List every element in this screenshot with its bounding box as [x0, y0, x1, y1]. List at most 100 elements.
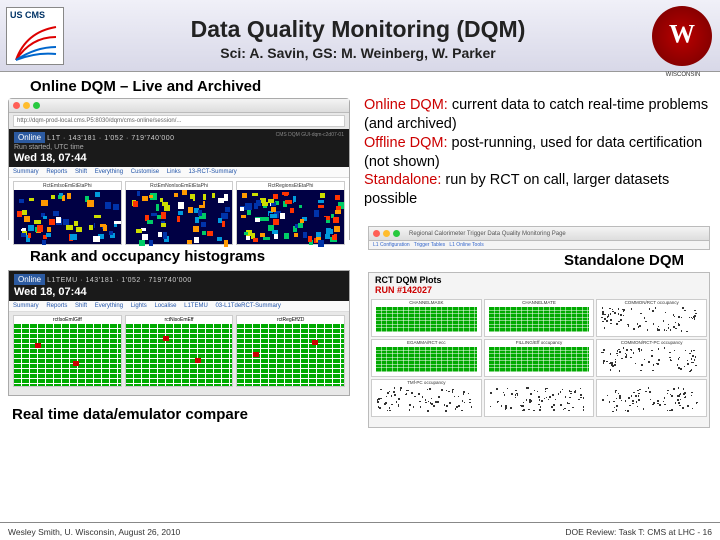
tab: 03-L1TdeRCT-Summary	[215, 303, 280, 309]
sa-cell: COMMON/RCT-PC occupancy	[596, 339, 707, 377]
tab: Summary	[13, 303, 39, 309]
wisconsin-logo: WISCONSIN	[652, 6, 712, 66]
dqm-tabs: Summary Reports Shift Everything Customi…	[9, 167, 349, 178]
slide-content: Online DQM – Live and Archived http://dq…	[0, 72, 720, 512]
dqm-run: 143'181	[68, 135, 96, 142]
label-rank-occupancy: Rank and occupancy histograms	[30, 248, 265, 265]
grid-title: rctRegEffZD	[237, 316, 344, 324]
tab: Lights	[131, 303, 147, 309]
traffic-light-green	[393, 230, 400, 237]
dqm-lumi: 1'052	[104, 135, 123, 142]
green-grid-row: rctIsoEmIGiff rctNisoEmEff rctRegEffZD	[9, 312, 349, 390]
slide-title: Data Quality Monitoring (DQM)	[64, 16, 652, 43]
standalone-title: RCT DQM Plots	[375, 275, 442, 285]
sa-cell: COMMON/RCT occupancy	[596, 299, 707, 337]
dqm-tabs-2: Summary Reports Shift Everything Lights …	[9, 301, 349, 312]
tab: Shift	[75, 303, 87, 309]
dqm-caption: CMS DQM GUI-dqm-c2d07-01	[276, 132, 344, 164]
footer-left: Wesley Smith, U. Wisconsin, August 26, 2…	[8, 527, 180, 537]
sa-cell: TMf-PC occupancy	[371, 379, 482, 417]
uscms-logo	[6, 7, 64, 65]
dqm-workspace-2: L1TEMU	[47, 277, 78, 284]
traffic-light-yellow	[383, 230, 390, 237]
browser-address: http://dqm-prod-local.cms.P5:8030/dqm/cm…	[13, 115, 345, 127]
standalone-window-title: Regional Calorimeter Trigger Data Qualit…	[409, 231, 566, 237]
heatmap-title: RctEmIsoEmEtEtaPhi	[14, 182, 121, 190]
traffic-light-red	[13, 102, 20, 109]
tab: 13-RCT-Summary	[188, 169, 236, 175]
dqm-mode: Online	[14, 132, 45, 143]
dqm-status-bar-2: Online L1TEMU · 143'181 · 1'052 · 719'74…	[9, 271, 349, 301]
dqm-event-2: 719'740'000	[149, 277, 192, 284]
tab: Everything	[95, 303, 123, 309]
dqm-status-bar: Online L1T · 143'181 · 1'052 · 719'740'0…	[9, 129, 349, 167]
tab: Reports	[46, 303, 67, 309]
green-grid-1: rctIsoEmIGiff	[13, 315, 122, 387]
green-grid-2: rctNisoEmEff	[125, 315, 234, 387]
tab: Reports	[46, 169, 67, 175]
nav-link: L1 Online Tools	[449, 242, 483, 248]
standalone-grid: CHANNELMASK CHANNELMATE COMMON/RCT occup…	[369, 297, 709, 419]
dqm-lumi-2: 1'052	[121, 277, 140, 284]
footer-right: DOE Review: Task T: CMS at LHC - 16	[565, 527, 712, 537]
tab: Customise	[131, 169, 159, 175]
desc-offline-label: Offline DQM:	[364, 135, 448, 151]
sa-cell: CHANNELMASK	[371, 299, 482, 337]
heatmap-iso: RctEmIsoEmEtEtaPhi	[13, 181, 122, 245]
traffic-light-green	[33, 102, 40, 109]
description-block: Online DQM: current data to catch real-t…	[364, 96, 710, 209]
heatmap-title: RctEmNonIsoEmEtEtaPhi	[126, 182, 233, 190]
dqm-event: 719'740'000	[131, 135, 174, 142]
slide-footer: Wesley Smith, U. Wisconsin, August 26, 2…	[0, 522, 720, 540]
sa-cell: EGAMMA/RCT ecc	[371, 339, 482, 377]
dqm-date: Wed 18, 07:44	[14, 152, 175, 164]
sa-cell-title: EGAMMA/RCT ecc	[372, 340, 481, 345]
tab: Localise	[154, 303, 176, 309]
sa-cell	[596, 379, 707, 417]
browser-online-dqm: http://dqm-prod-local.cms.P5:8030/dqm/cm…	[8, 98, 350, 240]
slide-subtitle: Sci: A. Savin, GS: M. Weinberg, W. Parke…	[64, 45, 652, 61]
tab: L1TEMU	[184, 303, 208, 309]
browser-emulator: Online L1TEMU · 143'181 · 1'052 · 719'74…	[8, 270, 350, 396]
sa-cell-title: TMf-PC occupancy	[372, 380, 481, 385]
heatmap-row: RctEmIsoEmEtEtaPhi RctEmNonIsoEmEtEtaPhi…	[9, 178, 349, 248]
tab: Summary	[13, 169, 39, 175]
nav-link: L1 Configuration	[373, 242, 410, 248]
tab: Everything	[95, 169, 123, 175]
sa-cell	[484, 379, 595, 417]
dqm-run-label: Run started, UTC time	[14, 144, 175, 151]
heatmap-title: RctRegionsEtEtaPhi	[237, 182, 344, 190]
heatmap-regions: RctRegionsEtEtaPhi	[236, 181, 345, 245]
traffic-light-yellow	[23, 102, 30, 109]
standalone-titlebar: Regional Calorimeter Trigger Data Qualit…	[368, 226, 710, 250]
tab: Links	[167, 169, 181, 175]
sa-cell-title: COMMON/RCT-PC occupancy	[597, 340, 706, 345]
label-realtime-compare: Real time data/emulator compare	[12, 406, 248, 423]
desc-online-label: Online DQM:	[364, 97, 448, 113]
heatmap-noniso: RctEmNonIsoEmEtEtaPhi	[125, 181, 234, 245]
label-online-archived: Online DQM – Live and Archived	[30, 78, 261, 95]
green-grid-3: rctRegEffZD	[236, 315, 345, 387]
sa-cell: CHANNELMATE	[484, 299, 595, 337]
browser-titlebar	[9, 99, 349, 113]
sa-cell-title: COMMON/RCT occupancy	[597, 300, 706, 305]
dqm-date-2: Wed 18, 07:44	[14, 286, 192, 298]
dqm-mode-2: Online	[14, 274, 45, 285]
grid-title: rctIsoEmIGiff	[14, 316, 121, 324]
standalone-run: RUN #142027	[375, 285, 432, 295]
slide-header: Data Quality Monitoring (DQM) Sci: A. Sa…	[0, 0, 720, 72]
sa-cell-title: CHANNELMASK	[372, 300, 481, 305]
dqm-run-2: 143'181	[85, 277, 113, 284]
header-text: Data Quality Monitoring (DQM) Sci: A. Sa…	[64, 10, 652, 61]
sa-cell-title: CHANNELMATE	[485, 300, 594, 305]
grid-title: rctNisoEmEff	[126, 316, 233, 324]
standalone-panel: RCT DQM Plots RUN #142027 CHANNELMASK CH…	[368, 272, 710, 428]
label-standalone: Standalone DQM	[564, 252, 684, 269]
nav-link: Trigger Tables	[414, 242, 445, 248]
sa-cell-title: FILLING/Eff occupancy	[485, 340, 594, 345]
sa-cell: FILLING/Eff occupancy	[484, 339, 595, 377]
traffic-light-red	[373, 230, 380, 237]
dqm-workspace: L1T	[47, 135, 60, 142]
desc-standalone-label: Standalone:	[364, 172, 441, 188]
tab: Shift	[75, 169, 87, 175]
